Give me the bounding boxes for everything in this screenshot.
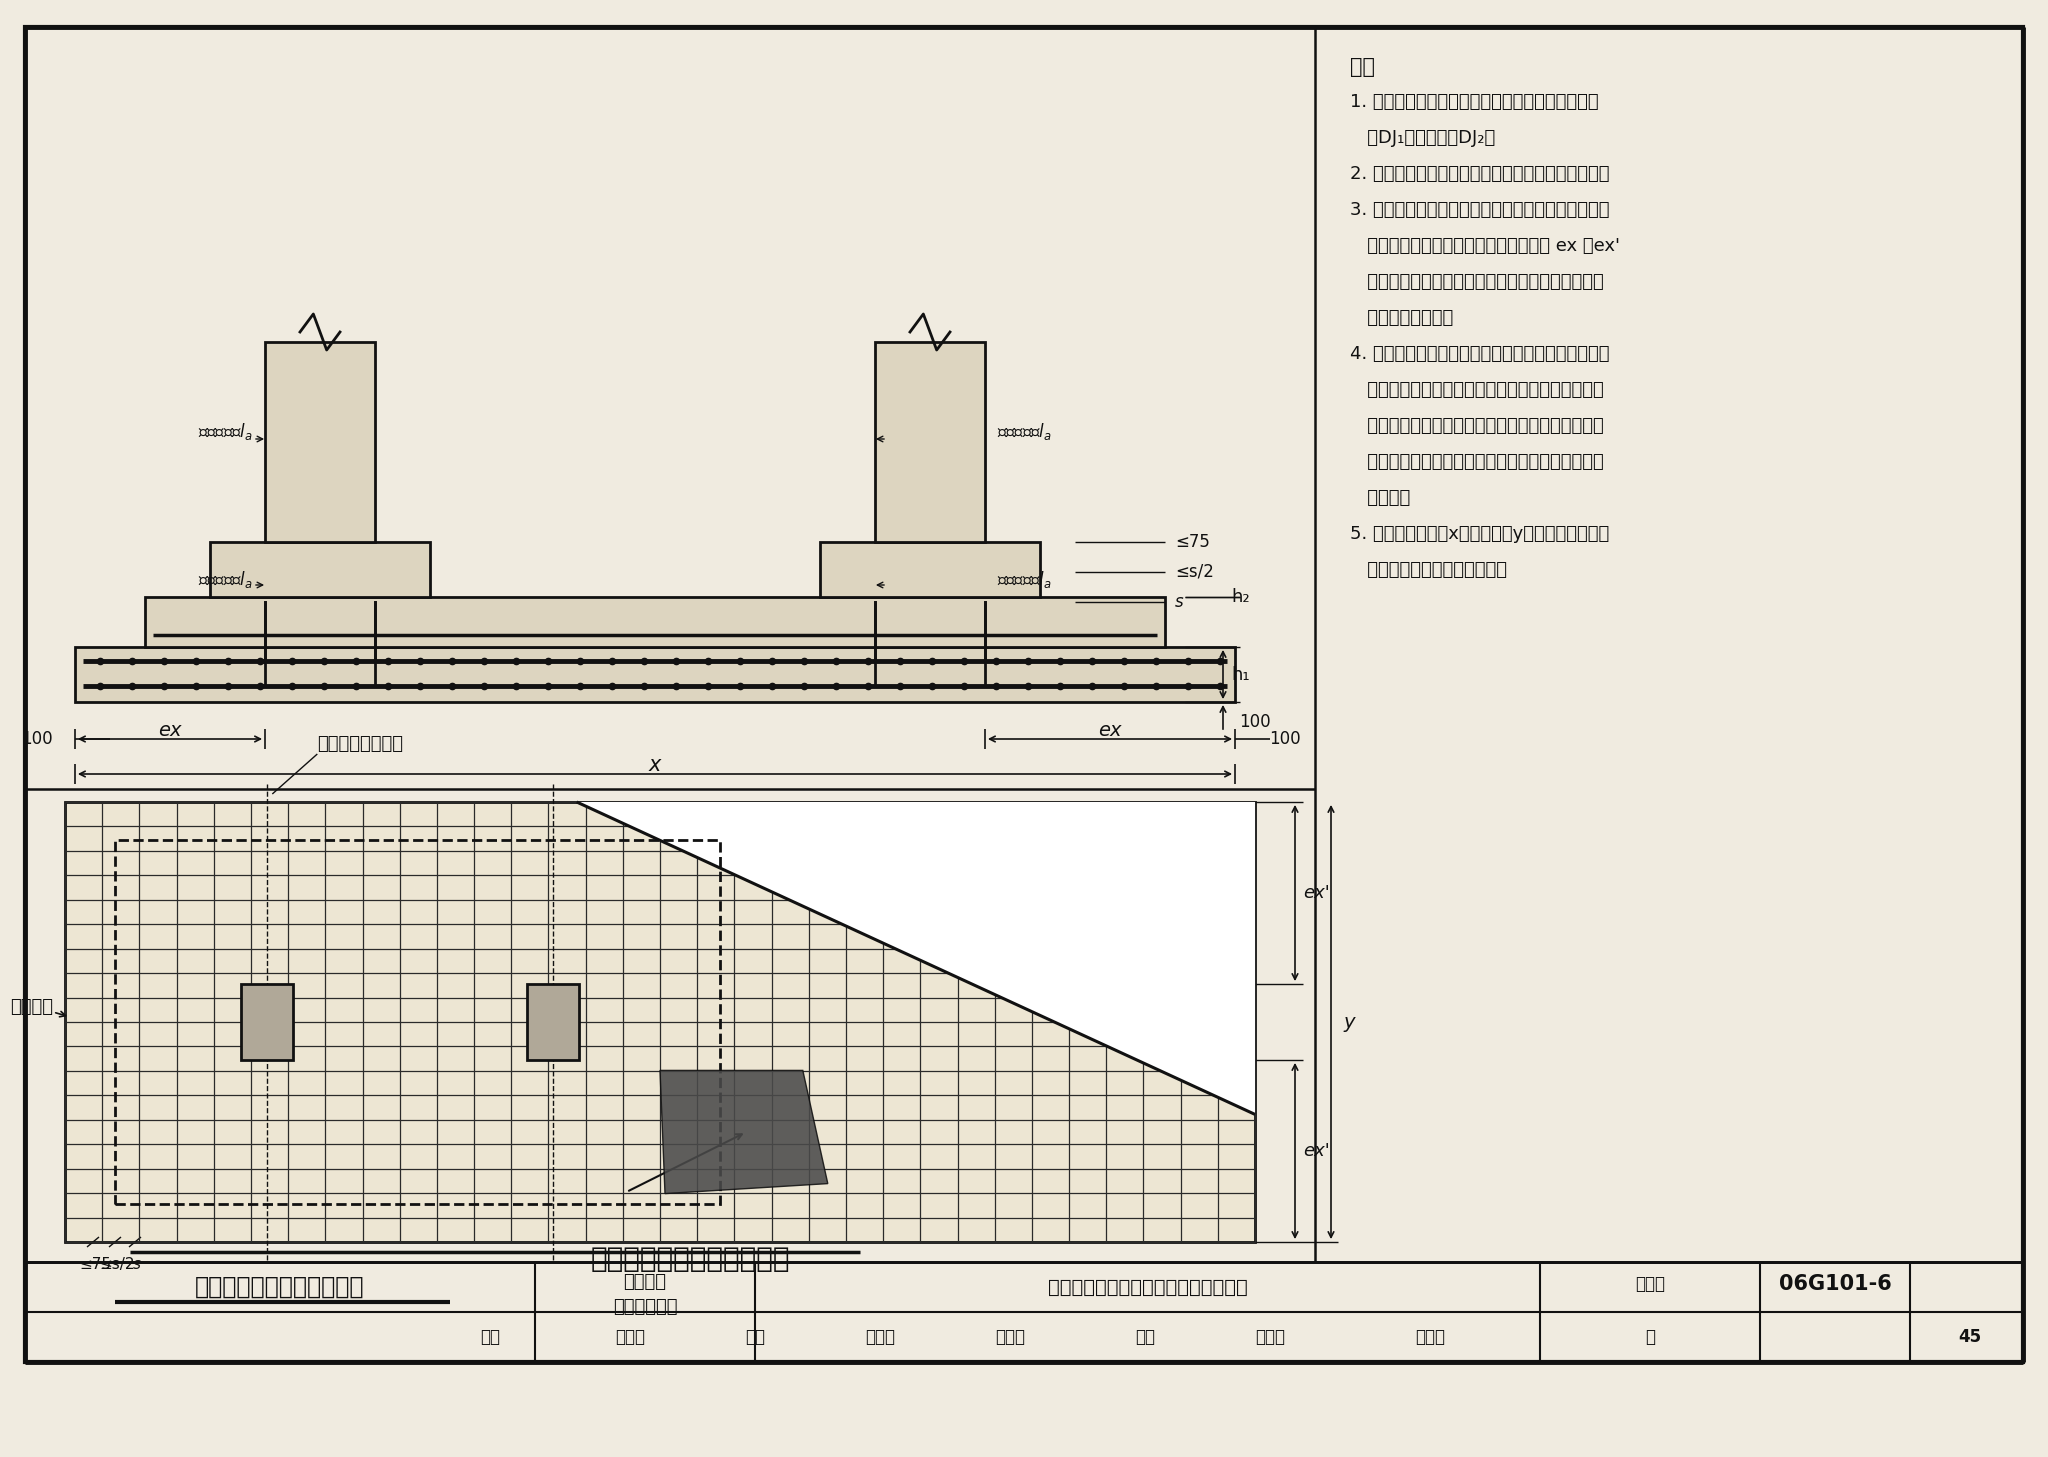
Text: 1. 双柱普通独立基础底板的截面形状，可为阶形截: 1. 双柱普通独立基础底板的截面形状，可为阶形截 [1350,93,1599,111]
Text: 100: 100 [20,730,53,747]
Text: ex': ex' [1305,884,1331,902]
Bar [76,647,1235,702]
Text: 分布钢筋: 分布钢筋 [10,998,53,1016]
Text: 06G101-6: 06G101-6 [1778,1273,1892,1294]
Text: h₁: h₁ [1231,666,1251,683]
Bar [242,983,293,1061]
Text: h₂: h₂ [1231,589,1251,606]
Text: ex': ex' [1305,1142,1331,1160]
Text: 个方向从柱外缘至基础外缘的延伸长度 ex 和ex': 个方向从柱外缘至基础外缘的延伸长度 ex 和ex' [1350,237,1620,255]
Text: 设计: 设计 [1135,1327,1155,1346]
Bar [145,597,1165,647]
Text: 的大小，较大者方向的钢筋设置在下，较小者方向: 的大小，较大者方向的钢筋设置在下，较小者方向 [1350,272,1604,291]
Bar [526,983,580,1061]
Text: 陈幼礁: 陈幼礁 [614,1327,645,1346]
Text: 3. 双柱普通独立基础底部双向交叉钢筋，根据基础两: 3. 双柱普通独立基础底部双向交叉钢筋，根据基础两 [1350,201,1610,219]
Text: 45: 45 [1958,1327,1982,1346]
Text: 5. 规定图面水平为x向，竖向为y向。双柱基础长向: 5. 规定图面水平为x向，竖向为y向。双柱基础长向 [1350,525,1610,543]
Polygon shape [659,1071,827,1193]
Text: 第二部分: 第二部分 [623,1273,666,1291]
Text: 柱截面内：$l_a$: 柱截面内：$l_a$ [199,421,254,443]
Text: 时，宜设置其在下，分布钢筋宜设置在上。这样既: 时，宜设置其在下，分布钢筋宜设置在上。这样既 [1350,380,1604,399]
Text: 双柱普通独立基础底部与顶部配筋构造: 双柱普通独立基础底部与顶部配筋构造 [1049,1278,1247,1297]
Text: ≤75: ≤75 [1176,533,1210,551]
Text: y: y [1343,1013,1354,1032]
Text: 刘基础: 刘基础 [995,1327,1024,1346]
Text: 100: 100 [1270,730,1300,747]
Text: 4. 当矩形双柱普通独立基础的顶部设置纵向受力钢筋: 4. 当矩形双柱普通独立基础的顶部设置纵向受力钢筋 [1350,345,1610,363]
Text: 的钢筋设置在上。: 的钢筋设置在上。 [1350,309,1454,326]
Text: 标准构造详图: 标准构造详图 [612,1298,678,1316]
Text: 双柱普通独立基础配筋构造: 双柱普通独立基础配筋构造 [590,1244,791,1273]
Bar [819,542,1040,597]
Bar [115,841,719,1203]
Text: 顶部柱间纵向配筋: 顶部柱间纵向配筋 [317,734,403,753]
Text: s: s [133,1257,141,1272]
Text: 审核: 审核 [479,1327,500,1346]
Text: 注：: 注： [1350,57,1374,77]
Text: 陈青来: 陈青来 [1255,1327,1284,1346]
Text: 2. 几何尺寸和配筋接具体结构设计和本图构造规定。: 2. 几何尺寸和配筋接具体结构设计和本图构造规定。 [1350,165,1610,184]
Text: 100: 100 [1239,712,1272,731]
Text: 柱截面外：$l_a$: 柱截面外：$l_a$ [997,568,1053,590]
Text: s: s [1176,593,1184,610]
Text: 相同）。: 相同）。 [1350,490,1411,507]
Text: 图集号: 图集号 [1634,1275,1665,1292]
Text: x: x [649,755,662,775]
Text: 有利于减小裂缝宽度（与梁箍筋设置在外侧的原理: 有利于减小裂缝宽度（与梁箍筋设置在外侧的原理 [1350,453,1604,471]
Bar [66,801,1255,1241]
Bar [264,342,375,542]
Text: 保青来: 保青来 [1415,1327,1446,1346]
Text: ≤s/2: ≤s/2 [1176,562,1214,581]
Text: 面DJ₁或坡形截面DJ₂。: 面DJ₁或坡形截面DJ₂。 [1350,130,1495,147]
Text: 柱截面内：$l_a$: 柱截面内：$l_a$ [997,421,1053,443]
Text: 施工方便又能提高混凝土对受力钢筋的粘结强度，: 施工方便又能提高混凝土对受力钢筋的粘结强度， [1350,417,1604,436]
Polygon shape [578,801,1255,1115]
Text: ex: ex [158,721,182,740]
Text: 校对: 校对 [745,1327,766,1346]
Text: 双柱普通独立基础配筋构造: 双柱普通独立基础配筋构造 [195,1275,365,1300]
Text: ≤s/2: ≤s/2 [98,1257,135,1272]
Text: 刘其祥: 刘其祥 [864,1327,895,1346]
Bar [211,542,430,597]
Text: ex: ex [1098,721,1122,740]
Bar [874,342,985,542]
Text: ≤75: ≤75 [80,1257,111,1272]
Text: 为何向应详见具体工程设计。: 为何向应详见具体工程设计。 [1350,561,1507,578]
Text: 页: 页 [1645,1327,1655,1346]
Text: 柱截面外：$l_a$: 柱截面外：$l_a$ [199,568,254,590]
